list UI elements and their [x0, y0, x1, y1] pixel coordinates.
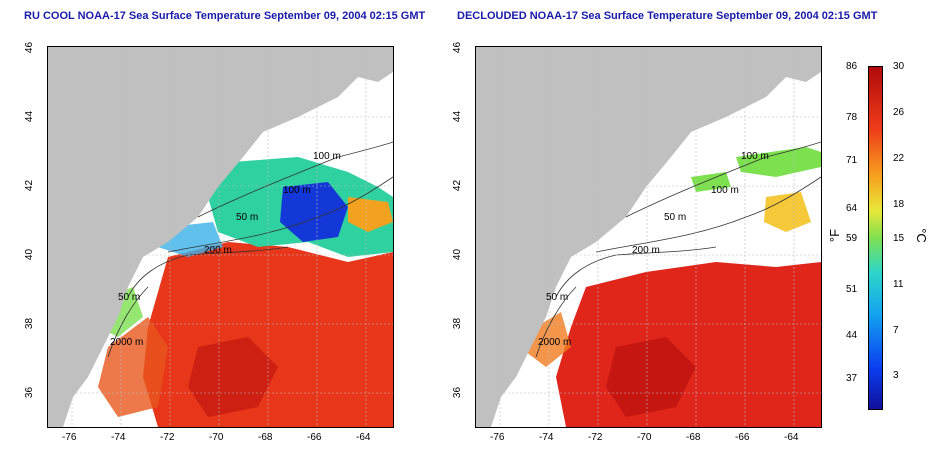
celsius-tick: 30 [893, 61, 905, 72]
lon-tick: -72 [160, 432, 175, 443]
lat-tick: 42 [452, 179, 464, 192]
right-map-title: DECLOUDED NOAA-17 Sea Surface Temperatur… [457, 10, 878, 22]
warm-water-region [188, 337, 278, 417]
warm-water-region [764, 192, 811, 232]
celsius-tick: 18 [893, 199, 905, 210]
left-sst-map[interactable]: 100 m 100 m 50 m 200 m 50 m 2000 m [47, 46, 394, 428]
contour-label: 200 m [204, 245, 232, 256]
contour-label: 50 m [546, 292, 569, 303]
lat-lon-grid [476, 47, 821, 427]
warm-water-region [98, 317, 168, 417]
lon-tick: -64 [356, 432, 371, 443]
fahrenheit-tick: 51 [846, 284, 858, 295]
contour-label: 50 m [664, 212, 687, 223]
contour-label: 2000 m [110, 337, 144, 348]
lon-tick: -66 [735, 432, 750, 443]
fahrenheit-tick: 44 [846, 330, 858, 341]
lon-tick: -68 [686, 432, 701, 443]
celsius-tick: 7 [893, 325, 899, 336]
land-mass [476, 47, 821, 427]
fahrenheit-tick: 71 [846, 155, 858, 166]
celsius-tick: 11 [893, 279, 904, 290]
celsius-tick: 22 [893, 153, 905, 164]
lon-tick: -74 [539, 432, 554, 443]
left-map-title: RU COOL NOAA-17 Sea Surface Temperature … [24, 10, 426, 22]
contour-label: 50 m [118, 292, 141, 303]
fahrenheit-tick: 37 [846, 373, 858, 384]
lon-tick: -70 [637, 432, 652, 443]
warm-water-region [606, 337, 696, 417]
cold-water-region [736, 147, 821, 177]
fahrenheit-tick: 64 [846, 203, 858, 214]
lon-tick: -76 [62, 432, 77, 443]
lon-tick: -64 [784, 432, 799, 443]
fahrenheit-unit: °F [827, 228, 843, 243]
lon-tick: -76 [490, 432, 505, 443]
fahrenheit-tick: 59 [846, 233, 858, 244]
cold-water-region [280, 182, 348, 242]
lon-tick: -68 [258, 432, 273, 443]
fahrenheit-tick: 86 [846, 61, 858, 72]
contour-label: 50 m [236, 212, 259, 223]
lon-tick: -74 [111, 432, 126, 443]
lat-tick: 46 [24, 41, 36, 54]
lon-tick: -70 [209, 432, 224, 443]
lat-tick: 36 [24, 386, 36, 399]
lat-lon-grid [48, 47, 393, 427]
lat-tick: 42 [24, 179, 36, 192]
fahrenheit-tick: 78 [846, 112, 858, 123]
bathymetry-contour [107, 286, 149, 358]
celsius-tick: 3 [893, 370, 899, 381]
lat-tick: 38 [24, 317, 36, 330]
celsius-tick: 15 [893, 233, 905, 244]
contour-label: 100 m [313, 151, 341, 162]
lat-tick: 36 [452, 386, 464, 399]
contour-label: 200 m [632, 245, 660, 256]
lat-tick: 38 [452, 317, 464, 330]
right-sst-map[interactable]: 100 m 100 m 50 m 200 m 50 m 2000 m [475, 46, 822, 428]
bathymetry-contour [535, 286, 577, 358]
lon-tick: -66 [307, 432, 322, 443]
temperature-colorbar [868, 66, 883, 410]
bathymetry-contour [197, 141, 393, 218]
bathymetry-contour [595, 176, 821, 253]
celsius-unit: °C [913, 228, 929, 243]
warm-water-region [556, 262, 821, 427]
lat-tick: 46 [452, 41, 464, 54]
lat-tick: 44 [24, 110, 36, 123]
lat-tick: 44 [452, 110, 464, 123]
cold-water-region [691, 172, 731, 192]
cold-water-region [348, 197, 393, 232]
land-mass [48, 47, 393, 427]
contour-label: 100 m [283, 185, 311, 196]
lat-tick: 40 [24, 248, 36, 261]
celsius-tick: 26 [893, 107, 905, 118]
bathymetry-contour [625, 141, 821, 218]
contour-label: 100 m [741, 151, 769, 162]
contour-label: 2000 m [538, 337, 572, 348]
contour-label: 100 m [711, 185, 739, 196]
bathymetry-contour [167, 176, 393, 253]
lat-tick: 40 [452, 248, 464, 261]
lon-tick: -72 [588, 432, 603, 443]
